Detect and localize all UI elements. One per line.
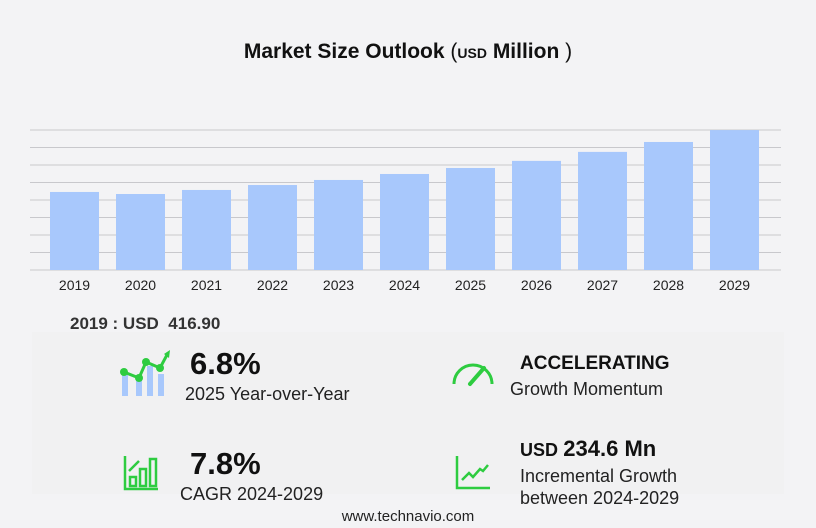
bar-2029: [710, 130, 759, 270]
bar-2019: [50, 191, 99, 270]
cagr-value: 7.8%: [190, 446, 261, 481]
kpi-panel: [32, 332, 784, 494]
base-label: 2019 : USD: [70, 314, 159, 333]
title-text: Market Size Outlook: [243, 40, 445, 63]
cagr-label: CAGR 2024-2029: [180, 484, 324, 504]
x-tick-label: 2023: [323, 277, 354, 293]
x-tick-label: 2019: [59, 277, 90, 293]
bar-2020: [116, 194, 165, 270]
yoy-value: 6.8%: [190, 346, 261, 381]
title-unit: Million: [492, 40, 560, 63]
bar-2027: [578, 151, 627, 270]
x-tick-label: 2021: [191, 277, 222, 293]
x-tick-label: 2024: [389, 277, 420, 293]
x-tick-label: 2022: [257, 277, 288, 293]
incremental-value: 234.6 Mn: [563, 436, 657, 461]
x-tick-label: 2025: [455, 277, 486, 293]
x-tick-label: 2027: [587, 277, 618, 293]
bar-2023: [314, 179, 363, 270]
bar-2025: [446, 167, 495, 270]
x-tick-label: 2029: [719, 277, 750, 293]
bar-2021: [182, 189, 231, 270]
incremental-growth-icon: [455, 456, 490, 490]
bar-chart: 2019 2020 2021 2022 2023 2024 2025 2026 2027 2028…: [30, 129, 781, 293]
momentum-label: Growth Momentum: [510, 379, 664, 399]
trend-bars-icon: [120, 350, 170, 396]
bar-2026: [512, 160, 561, 270]
title-unit-prefix: USD: [457, 45, 487, 61]
bar-2022: [248, 185, 297, 270]
speedometer-icon: [452, 363, 494, 386]
bar-2024: [380, 173, 429, 270]
footer-link[interactable]: www.technavio.com: [341, 508, 475, 525]
x-tick-label: 2026: [521, 277, 552, 293]
base-year-value: 2019 : USD 416.90: [70, 314, 220, 334]
growth-chart-icon: [123, 456, 158, 491]
incremental-prefix: USD: [520, 440, 559, 460]
chart-title: Market Size Outlook (USD Million ): [243, 40, 573, 63]
bar-2028: [644, 141, 693, 270]
incremental-period: between 2024-2029: [520, 488, 680, 508]
base-value: 416.90: [168, 314, 221, 333]
incremental-label: Incremental Growth: [520, 466, 678, 486]
x-tick-label: 2020: [125, 277, 156, 293]
x-tick-label: 2028: [653, 277, 684, 293]
yoy-label: 2025 Year-over-Year: [185, 384, 350, 404]
momentum-value: ACCELERATING: [520, 353, 670, 374]
